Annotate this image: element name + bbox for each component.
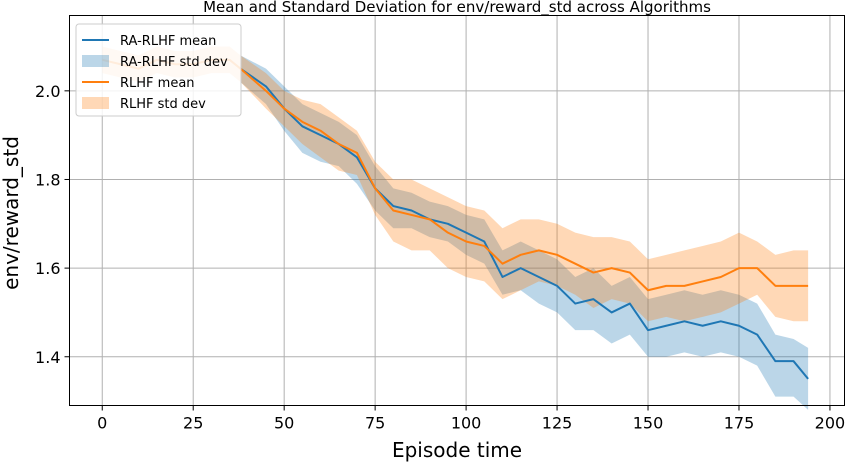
x-tick-label: 75: [365, 414, 385, 433]
y-tick-label: 1.4: [35, 348, 60, 367]
chart-title: Mean and Standard Deviation for env/rewa…: [203, 0, 711, 17]
y-tick-label: 1.6: [35, 259, 60, 278]
x-axis-label: Episode time: [392, 438, 522, 462]
legend: RA-RLHF mean RA-RLHF std dev RLHF mean RLHF…: [75, 23, 242, 117]
rlhf-mean-legend-label: RLHF mean: [120, 76, 195, 91]
rlhf-std-dev-band: [102, 46, 809, 322]
x-tick-label: 150: [633, 414, 664, 433]
rlhf-std-dev-legend-label: RLHF std dev: [120, 97, 206, 112]
y-tick-label: 1.8: [35, 170, 60, 189]
ra-rlhf-std-dev-band: [240, 55, 809, 410]
y-axis-label: env/reward_std: [0, 136, 23, 290]
ra-rlhf-std-dev-legend-swatch: [82, 55, 109, 67]
y-axis: 1.4 1.6 1.8 2.0: [35, 82, 70, 367]
x-tick-label: 175: [724, 414, 755, 433]
x-tick-label: 50: [274, 414, 294, 433]
x-tick-label: 200: [815, 414, 846, 433]
plot-frame: [69, 15, 845, 406]
x-tick-label: 25: [183, 414, 203, 433]
x-axis: 0 25 50 75 100 125 150 175 200: [97, 405, 846, 433]
x-tick-label: 100: [451, 414, 482, 433]
x-tick-label: 0: [97, 414, 107, 433]
rlhf-std-dev-legend-swatch: [82, 97, 109, 109]
legend-frame: [75, 23, 242, 117]
y-tick-label: 2.0: [35, 82, 60, 101]
band-layer: [102, 46, 809, 410]
ra-rlhf-std-dev-legend-label: RA-RLHF std dev: [120, 55, 228, 70]
x-tick-label: 125: [542, 414, 573, 433]
grid-lines: [69, 15, 845, 406]
ra-rlhf-mean-legend-label: RA-RLHF mean: [120, 34, 216, 49]
